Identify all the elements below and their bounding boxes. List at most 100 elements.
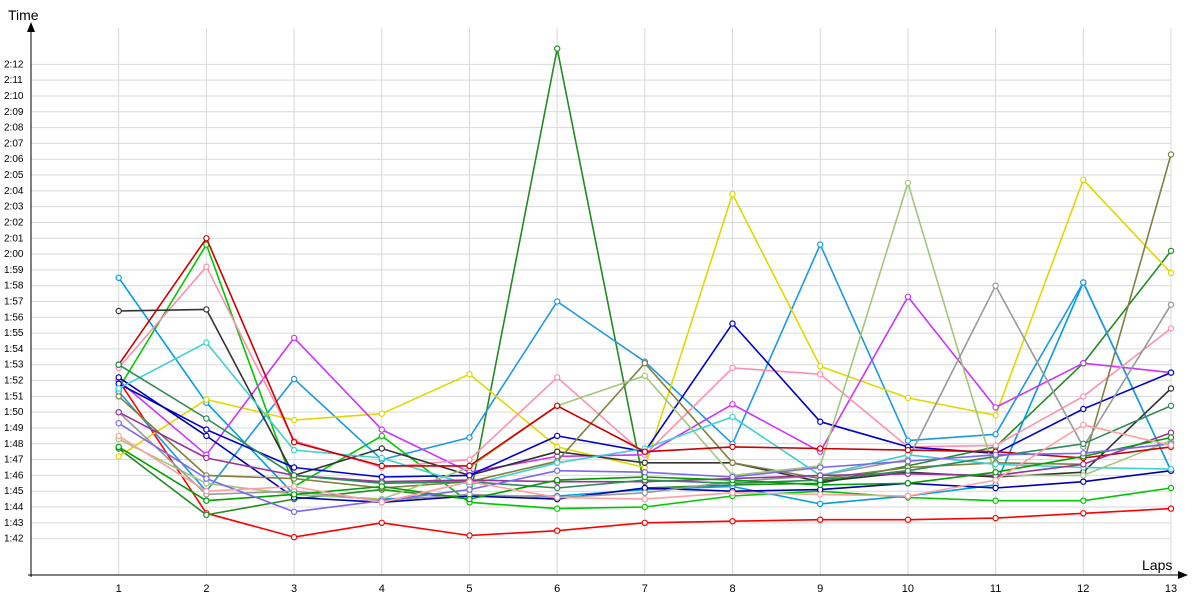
data-point: [817, 445, 824, 452]
data-point: [1080, 176, 1087, 183]
y-tick-label: 2:08: [4, 123, 24, 134]
y-tick-label: 2:01: [4, 233, 24, 244]
data-point: [992, 442, 999, 449]
data-point: [1080, 478, 1087, 485]
data-point: [1167, 301, 1175, 308]
data-point: [1167, 369, 1175, 376]
x-tick-label: 7: [642, 583, 648, 595]
data-point: [641, 360, 649, 367]
x-tick-label: 13: [1165, 583, 1177, 595]
y-tick-label: 1:48: [4, 439, 24, 450]
data-point: [466, 532, 473, 539]
axes: [27, 22, 1188, 579]
data-point: [904, 437, 912, 444]
data-point: [992, 431, 999, 438]
data-point: [1167, 402, 1175, 409]
series-group: [115, 45, 1175, 541]
y-tick-label: 1:49: [4, 423, 24, 434]
x-tick-label: 9: [817, 583, 823, 595]
y-tick-label: 1:54: [4, 344, 24, 355]
y-tick-label: 2:00: [4, 249, 24, 260]
data-point: [904, 492, 912, 500]
data-point: [1167, 434, 1175, 441]
series-6: [115, 176, 1175, 471]
data-point: [115, 274, 122, 281]
data-point: [554, 484, 561, 492]
data-point: [1167, 325, 1175, 332]
data-point: [203, 497, 210, 504]
data-point: [203, 306, 210, 313]
data-point: [904, 516, 912, 523]
data-point: [115, 393, 122, 400]
data-point: [290, 416, 298, 424]
data-point: [1167, 385, 1175, 392]
y-tick-label: 2:09: [4, 107, 24, 118]
series-19: [115, 434, 1175, 504]
data-point: [817, 491, 824, 498]
data-point: [992, 282, 999, 289]
y-tick-label: 1:46: [4, 470, 24, 481]
data-point: [115, 361, 122, 368]
data-point: [1080, 405, 1087, 413]
data-point: [992, 404, 999, 411]
data-point: [203, 263, 210, 270]
x-axis-label: Laps: [1142, 557, 1172, 573]
data-point: [817, 363, 824, 370]
data-point: [729, 320, 736, 327]
data-point: [1080, 360, 1087, 367]
x-tick-label: 6: [554, 583, 560, 595]
data-point: [290, 491, 298, 498]
data-point: [290, 446, 298, 454]
x-tick-label: 3: [291, 583, 297, 595]
data-point: [115, 385, 122, 392]
data-point: [1080, 421, 1087, 428]
series-21: [115, 421, 1175, 506]
data-point: [554, 476, 561, 484]
data-point: [904, 394, 912, 402]
data-point: [378, 454, 385, 462]
y-tick-label: 2:06: [4, 154, 24, 165]
data-point: [1167, 151, 1175, 158]
data-point: [641, 495, 649, 503]
y-tick-label: 1:44: [4, 502, 24, 513]
data-point: [1080, 440, 1087, 447]
data-point: [992, 497, 999, 504]
data-point: [729, 413, 736, 421]
y-tick-label: 1:58: [4, 281, 24, 292]
data-point: [1080, 279, 1087, 286]
data-point: [1080, 510, 1087, 517]
data-point: [729, 473, 736, 481]
data-point: [115, 307, 122, 315]
x-tick-labels: 1 2 3 4 5 6 7 8 9 10 11 12 13: [116, 583, 1177, 595]
y-tick-label: 2:03: [4, 202, 24, 213]
x-tick-label: 5: [466, 583, 472, 595]
data-point: [290, 439, 298, 446]
y-tick-label: 2:10: [4, 91, 24, 102]
data-point: [466, 486, 473, 493]
data-point: [1167, 465, 1175, 473]
data-point: [203, 339, 210, 346]
data-point: [115, 374, 122, 381]
data-point: [378, 432, 385, 440]
data-point: [203, 432, 210, 440]
data-point: [378, 519, 385, 527]
data-point: [992, 469, 999, 476]
data-point: [817, 371, 824, 378]
data-point: [115, 432, 122, 440]
data-point: [203, 488, 210, 495]
y-tick-label: 1:52: [4, 376, 24, 387]
data-point: [203, 396, 210, 403]
x-tick-label: 10: [902, 583, 914, 595]
data-point: [554, 448, 561, 455]
data-point: [817, 464, 824, 471]
data-point: [378, 445, 385, 452]
x-axis-arrow: [1178, 571, 1188, 579]
data-point: [729, 459, 736, 466]
data-point: [378, 483, 385, 490]
data-point: [729, 443, 736, 451]
data-point: [203, 415, 210, 422]
data-point: [1167, 505, 1175, 512]
y-tick-label: 2:04: [4, 186, 24, 197]
y-tick-label: 1:53: [4, 360, 24, 371]
data-point: [904, 480, 912, 487]
